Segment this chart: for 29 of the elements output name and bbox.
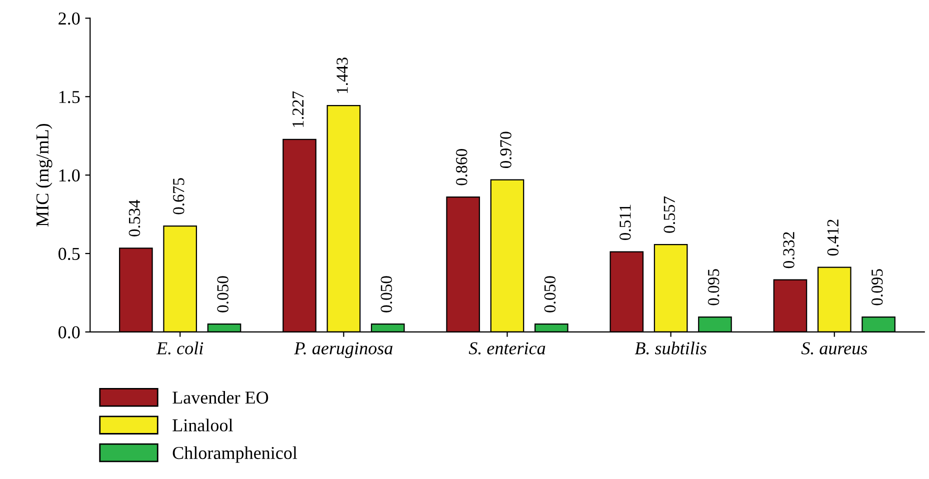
data-label: 0.970 [500,132,512,168]
legend-label: Lavender EO [172,391,268,404]
data-label: 0.860 [456,149,468,186]
y-tick-label: 1.5 [59,90,80,104]
data-label: 1.443 [336,58,348,94]
x-tick-label: E. coli [156,342,204,354]
data-label: 1.227 [292,91,304,127]
data-label: 0.050 [217,276,228,312]
data-label: 0.050 [544,276,556,312]
x-tick-label: S. enterica [468,342,546,354]
x-tick-label: B. subtilis [634,342,706,354]
data-label: 0.511 [620,204,631,240]
y-tick-label: 0.5 [58,248,80,260]
x-tick-label: S. aureus [801,342,868,354]
data-label: 0.557 [664,196,676,233]
data-label: 0.534 [128,200,140,236]
legend-label: Linalool [172,418,233,432]
y-tick-label: 2.0 [58,12,80,25]
data-label: 0.095 [708,269,720,306]
data-label: 0.675 [173,178,184,214]
y-tick-label: 0.0 [58,326,80,338]
data-label: 0.050 [380,276,392,312]
legend-label: Chloramphenicol [172,446,298,463]
x-tick-label: P. aeruginosa [294,342,392,358]
y-tick-label: 1.0 [59,169,80,182]
data-label: 0.412 [827,220,839,256]
y-axis-title: MIC (mg/mL) [36,124,52,226]
data-label: 0.095 [871,269,883,306]
data-label: 0.332 [783,232,794,268]
